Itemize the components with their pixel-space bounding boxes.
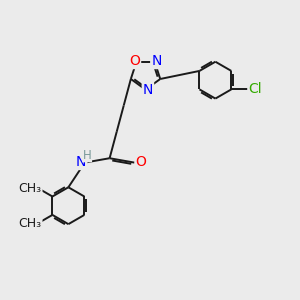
Text: N: N bbox=[151, 54, 162, 68]
Text: O: O bbox=[129, 54, 140, 68]
Text: CH₃: CH₃ bbox=[18, 182, 41, 195]
Text: N: N bbox=[143, 83, 153, 97]
Text: H: H bbox=[83, 149, 92, 162]
Text: N: N bbox=[76, 155, 86, 169]
Text: Cl: Cl bbox=[248, 82, 262, 96]
Text: O: O bbox=[136, 155, 146, 169]
Text: CH₃: CH₃ bbox=[18, 217, 41, 230]
